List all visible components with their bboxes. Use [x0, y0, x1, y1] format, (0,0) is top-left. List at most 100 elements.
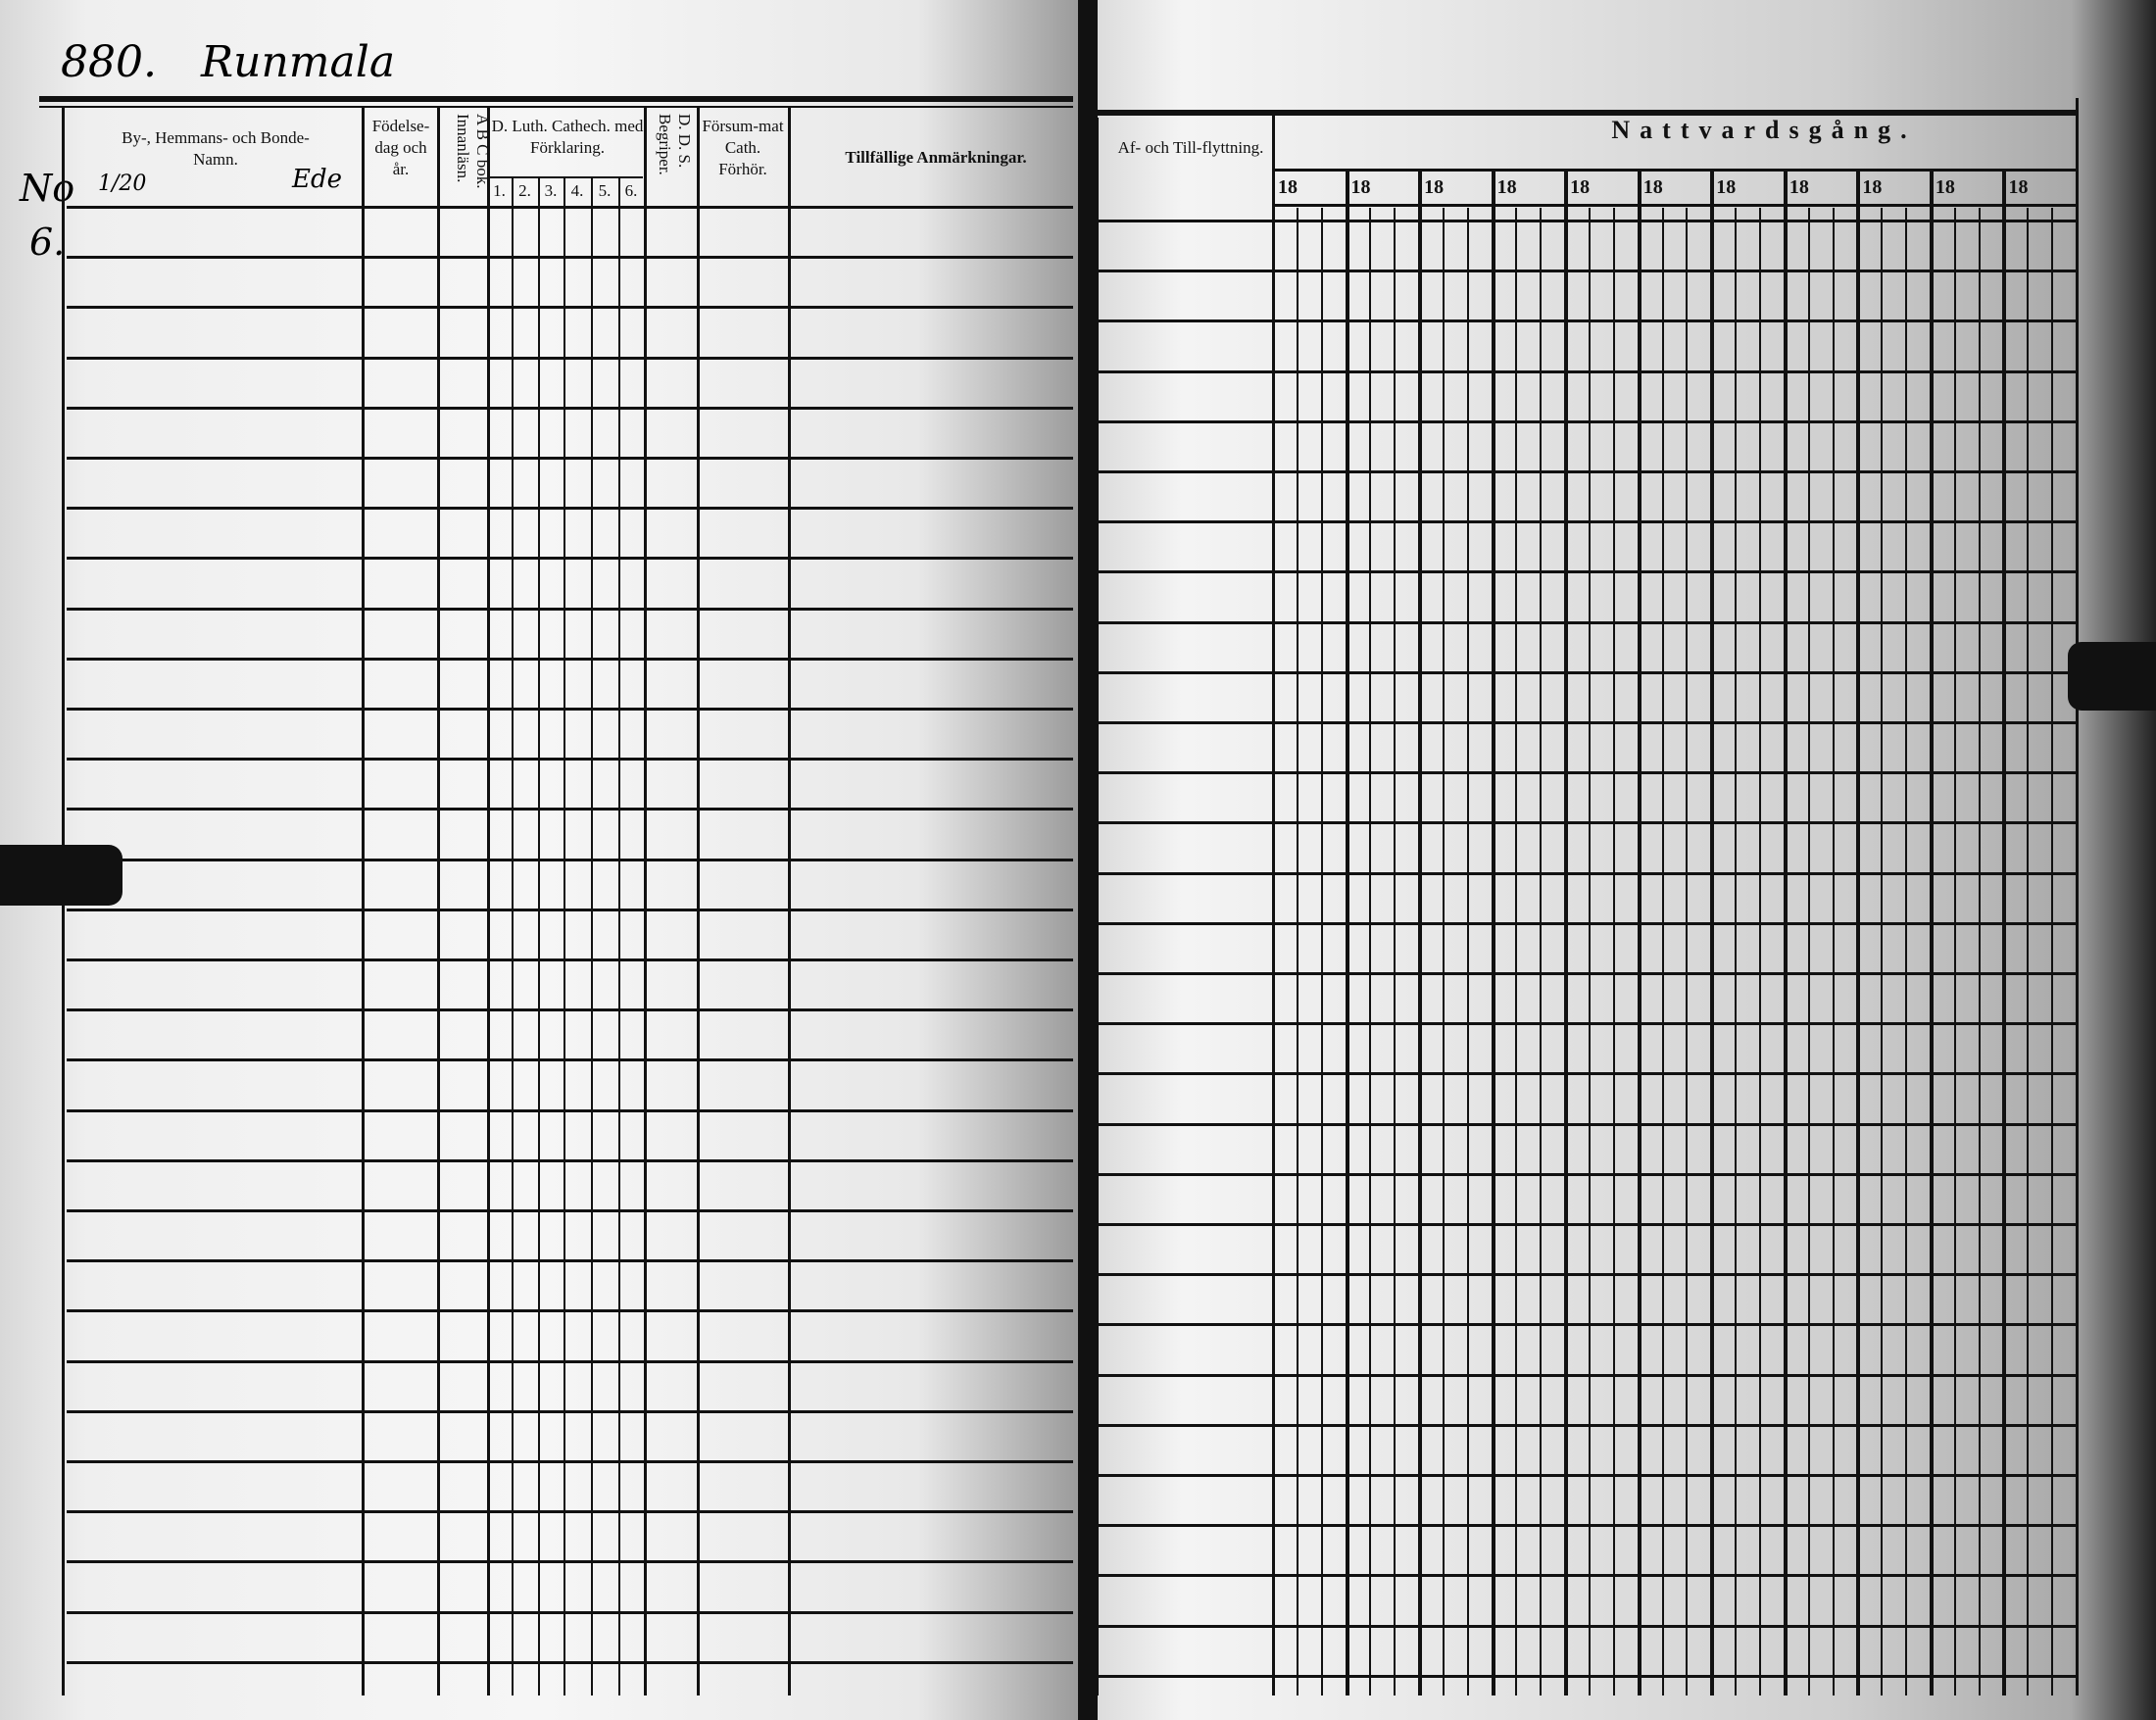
row-rule — [67, 1309, 1073, 1312]
mark-note: Ede — [292, 165, 343, 194]
column-rule — [1346, 172, 1349, 1695]
row-rule — [67, 206, 1073, 209]
row-rule — [67, 1460, 1073, 1463]
row-rule — [1098, 1223, 2076, 1226]
place-name: Runmala — [201, 37, 396, 87]
column-rule — [618, 178, 620, 1695]
row-rule — [67, 1209, 1073, 1212]
row-rule — [1098, 1323, 2076, 1326]
column-rule — [1905, 208, 1907, 1695]
row-rule — [67, 306, 1073, 309]
row-rule — [1098, 1625, 2076, 1628]
column-rule — [1492, 172, 1495, 1695]
row-rule — [67, 1109, 1073, 1112]
book-spine — [1078, 0, 1100, 1720]
column-rule — [2051, 208, 2053, 1695]
cathech-part-label: 5. — [598, 181, 612, 200]
year-label: 18 — [1350, 176, 1371, 198]
column-rule — [697, 108, 700, 1695]
column-rule — [1564, 172, 1568, 1695]
column-rule — [1979, 208, 1981, 1695]
column-rule — [1443, 208, 1445, 1695]
row-rule — [67, 1259, 1073, 1262]
year-label: 18 — [1424, 176, 1445, 198]
row-rule — [67, 1008, 1073, 1011]
page-number: 880. — [61, 37, 157, 87]
header-dds: D. D. S. Begriper. — [656, 114, 694, 175]
column-rule — [2027, 208, 2029, 1695]
row-rule — [67, 1560, 1073, 1563]
header-remarks: Tillfällige Anmärkningar. — [845, 148, 1027, 167]
column-rule — [1759, 208, 1761, 1695]
row-rule — [1098, 671, 2076, 674]
row-rule — [1098, 1123, 2076, 1126]
row-rule — [1098, 1374, 2076, 1377]
header-forsummat: Försum-mat Cath. Förhör. — [702, 117, 784, 178]
column-rule — [1710, 172, 1714, 1695]
row-rule — [1098, 922, 2076, 925]
header-name: By-, Hemmans- och Bonde-Namn. — [122, 128, 310, 169]
row-rule — [1098, 220, 2076, 222]
year-label: 18 — [2008, 176, 2029, 198]
row-rule — [1098, 872, 2076, 875]
row-rule — [1098, 570, 2076, 573]
row-rule — [67, 1661, 1073, 1664]
column-rule — [1540, 208, 1542, 1695]
column-rule — [1784, 172, 1788, 1695]
row-rule — [67, 407, 1073, 410]
column-rule — [512, 178, 514, 1695]
column-rule — [1297, 208, 1298, 1695]
row-rule — [67, 608, 1073, 611]
column-rule — [1881, 208, 1883, 1695]
row-rule — [67, 958, 1073, 961]
row-rule — [1098, 110, 2078, 116]
row-rule — [67, 859, 1073, 861]
year-label: 18 — [1570, 176, 1591, 198]
row-rule — [67, 758, 1073, 761]
row-rule — [1098, 1273, 2076, 1276]
year-label: 18 — [1716, 176, 1737, 198]
row-rule — [67, 909, 1073, 911]
row-rule — [67, 1058, 1073, 1061]
column-rule — [1321, 208, 1323, 1695]
column-rule — [1272, 116, 1275, 1695]
row-rule — [1098, 972, 2076, 975]
row-rule — [67, 256, 1073, 259]
row-rule — [1098, 520, 2076, 523]
right-page: Af- och Till-flyttning. Nattvardsgång. — [1098, 0, 2156, 1720]
year-label: 18 — [1278, 176, 1298, 198]
row-rule — [67, 1611, 1073, 1614]
year-label: 18 — [1496, 176, 1517, 198]
column-rule — [1638, 172, 1642, 1695]
header-birth: Födelse-dag och år. — [371, 117, 430, 178]
column-rule — [1369, 208, 1371, 1695]
column-rule — [362, 108, 365, 1695]
row-rule — [67, 1360, 1073, 1363]
row-rule — [67, 808, 1073, 811]
row-rule — [1098, 771, 2076, 774]
column-rule — [1930, 172, 1934, 1695]
column-rule — [1833, 208, 1835, 1695]
column-rule — [1515, 208, 1517, 1695]
row-rule — [1098, 420, 2076, 423]
row-rule — [1098, 621, 2076, 624]
row-rule — [1098, 1675, 2076, 1678]
header-cathech: D. Luth. Cathech. med Förklaring. — [491, 117, 644, 157]
column-rule — [1856, 172, 1860, 1695]
index-tab — [2068, 642, 2156, 711]
row-rule — [1098, 1574, 2076, 1577]
row-rule — [490, 176, 643, 178]
row-rule — [67, 658, 1073, 661]
row-rule — [1098, 1424, 2076, 1427]
row-rule — [1098, 1173, 2076, 1176]
row-rule — [1098, 721, 2076, 724]
column-rule — [1418, 172, 1422, 1695]
header-communion: Nattvardsgång. — [1611, 116, 1917, 144]
cathech-part-label: 2. — [518, 181, 531, 200]
cathech-part-label: 3. — [544, 181, 558, 200]
cathech-part-label: 1. — [493, 181, 506, 200]
column-rule — [2076, 98, 2079, 1695]
column-rule — [1735, 208, 1737, 1695]
column-rule — [644, 108, 647, 1695]
index-tab — [0, 845, 122, 906]
